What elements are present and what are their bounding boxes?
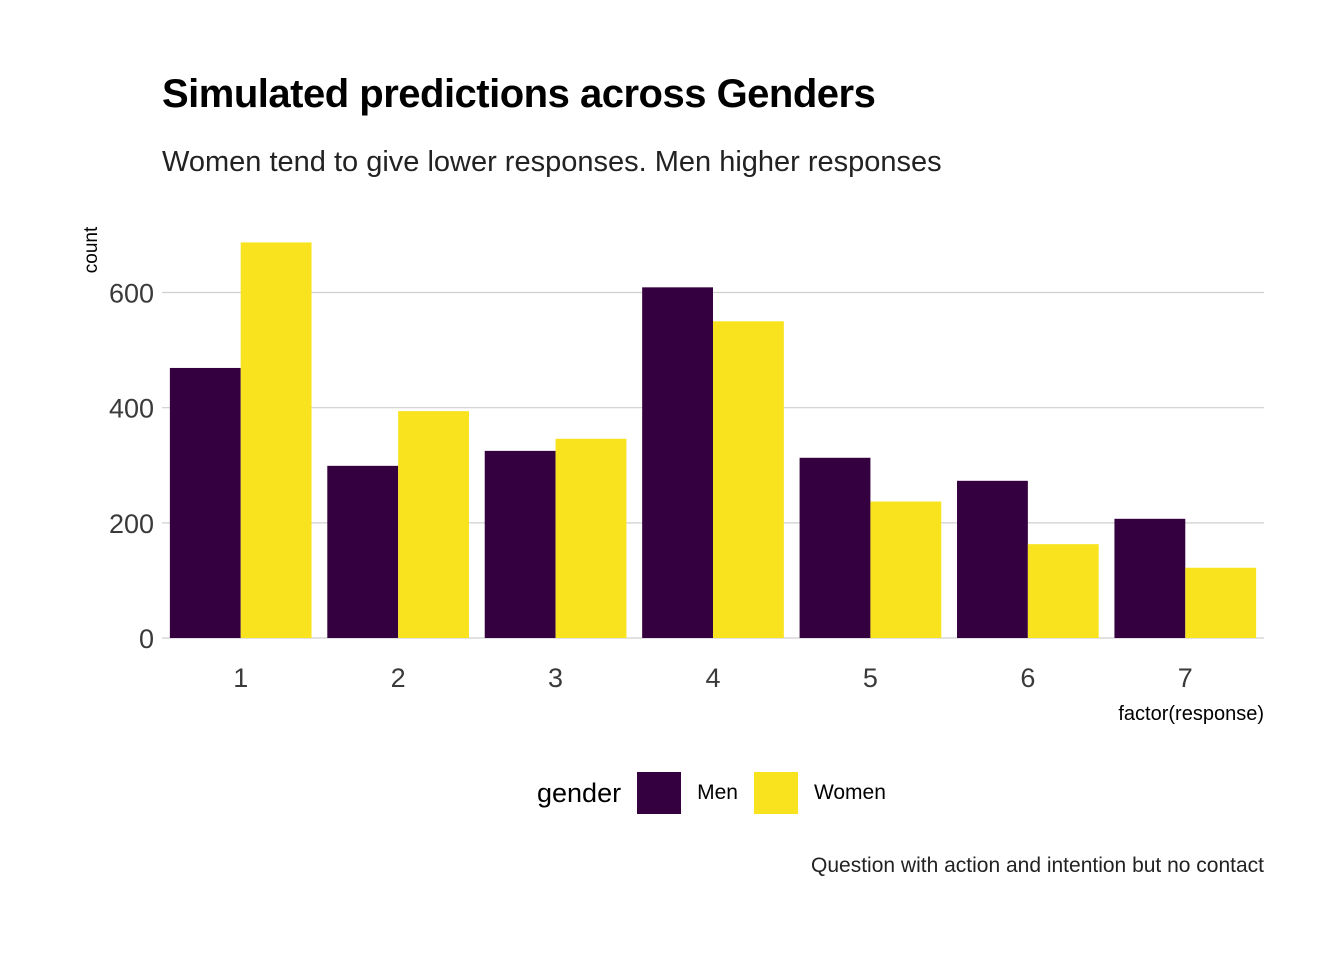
bar-men-4 xyxy=(642,287,713,638)
legend-key-men xyxy=(637,772,682,814)
x-tick-label: 1 xyxy=(233,663,248,693)
bar-women-4 xyxy=(713,321,784,638)
axes: 0 200 400 600 1 2 3 4 5 6 7 xyxy=(109,279,1193,693)
bar-men-5 xyxy=(799,457,871,638)
bars xyxy=(169,242,1257,638)
bar-women-3 xyxy=(555,438,627,638)
bar-men-2 xyxy=(327,465,399,638)
y-tick-label: 600 xyxy=(109,279,154,309)
x-tick-label: 5 xyxy=(863,663,878,693)
y-tick-label: 400 xyxy=(109,394,154,424)
x-tick-label: 7 xyxy=(1178,663,1193,693)
bar-women-7 xyxy=(1185,567,1257,638)
x-tick-label: 6 xyxy=(1020,663,1035,693)
x-tick-label: 4 xyxy=(705,663,720,693)
x-tick-label: 2 xyxy=(391,663,406,693)
x-axis-label: factor(response) xyxy=(1118,703,1264,725)
bar-men-7 xyxy=(1114,518,1186,638)
chart-title: Simulated predictions across Genders xyxy=(162,72,876,116)
bar-men-1 xyxy=(169,367,241,638)
bar-women-6 xyxy=(1027,544,1099,638)
legend-title: gender xyxy=(537,777,622,808)
bar-women-5 xyxy=(870,501,942,638)
legend-label-men: Men xyxy=(697,781,738,804)
y-tick-label: 200 xyxy=(109,509,154,539)
bar-women-1 xyxy=(240,242,312,638)
bar-men-6 xyxy=(957,480,1028,638)
bar-chart: 0 200 400 600 1 2 3 4 5 6 7 count factor(response) xyxy=(81,226,1264,725)
y-tick-label: 0 xyxy=(139,624,154,654)
legend-key-women xyxy=(753,772,798,814)
legend: gender Men Women xyxy=(537,772,902,814)
bar-men-3 xyxy=(484,450,556,638)
bar-women-2 xyxy=(398,411,469,638)
x-tick-label: 3 xyxy=(548,663,563,693)
chart-caption: Question with action and intention but n… xyxy=(811,854,1264,877)
chart-subtitle: Women tend to give lower responses. Men … xyxy=(162,146,942,178)
y-axis-label: count xyxy=(81,226,102,273)
legend-label-women: Women xyxy=(813,781,886,804)
